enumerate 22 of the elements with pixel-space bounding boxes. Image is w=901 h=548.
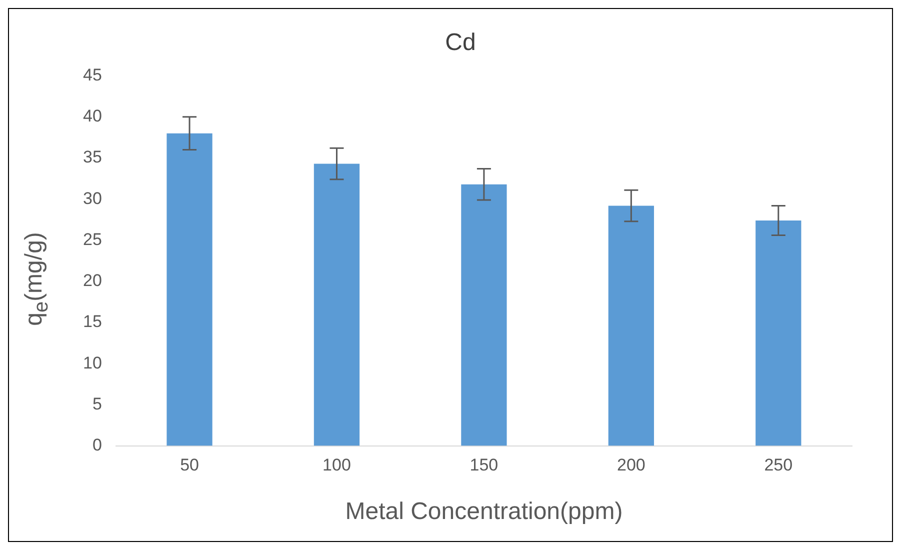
x-tick-label: 150 — [470, 456, 498, 475]
y-tick-label: 35 — [82, 148, 102, 167]
x-tick-label: 50 — [180, 456, 199, 475]
y-tick-label: 5 — [92, 394, 102, 414]
y-tick-label: 25 — [82, 230, 102, 249]
y-tick-label: 30 — [82, 188, 102, 208]
bar — [314, 164, 360, 446]
y-tick-label: 45 — [82, 65, 102, 84]
x-tick-label: 250 — [764, 456, 793, 475]
y-tick-label: 0 — [92, 435, 102, 454]
y-tick-label: 40 — [82, 106, 102, 126]
y-tick-label: 10 — [82, 353, 102, 372]
x-tick-label: 200 — [616, 456, 646, 475]
bar — [461, 184, 507, 446]
y-tick-label: 15 — [82, 312, 102, 332]
x-tick-label: 100 — [322, 456, 351, 475]
bar — [756, 220, 802, 446]
bar — [608, 206, 654, 446]
chart-title: Cd — [445, 29, 476, 56]
x-axis-title: Metal Concentration(ppm) — [345, 498, 623, 526]
y-tick-label: 20 — [82, 271, 102, 290]
bar — [166, 133, 212, 446]
